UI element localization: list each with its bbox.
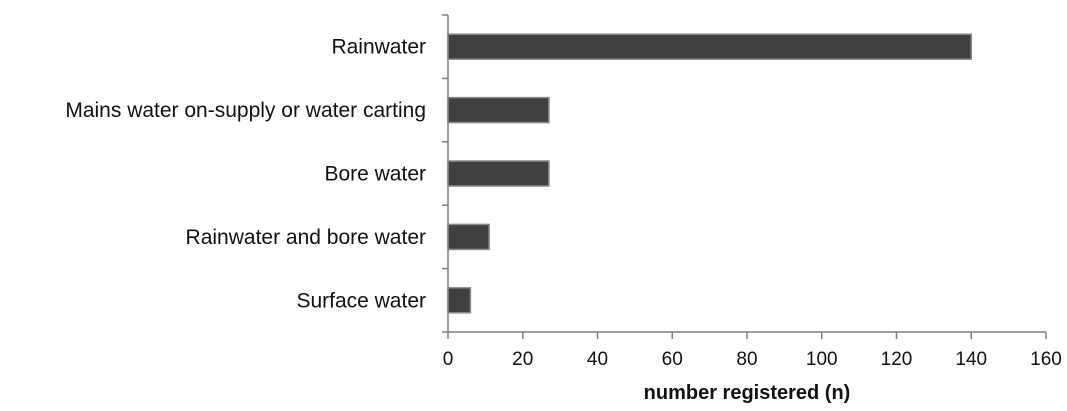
x-tick-label-3: 60 xyxy=(662,349,683,370)
bar-1 xyxy=(447,96,550,124)
x-tick-label-2: 40 xyxy=(587,349,608,370)
x-tick-label-4: 80 xyxy=(736,349,757,370)
x-tick-label-1: 20 xyxy=(512,349,533,370)
category-label-0: Rainwater xyxy=(331,36,426,59)
x-tick-label-0: 0 xyxy=(443,349,454,370)
category-label-3: Rainwater and bore water xyxy=(186,226,426,249)
x-tick-label-5: 100 xyxy=(806,349,838,370)
bar-4 xyxy=(447,287,472,314)
x-axis: 0 20 40 60 80 100 120 140 160 xyxy=(443,331,1062,370)
bars-group xyxy=(447,33,972,314)
x-tick-label-8: 160 xyxy=(1030,349,1062,370)
category-labels: Rainwater Mains water on-supply or water … xyxy=(65,36,426,313)
category-label-2: Bore water xyxy=(324,163,426,186)
category-label-4: Surface water xyxy=(296,289,426,312)
x-tick-label-7: 140 xyxy=(955,349,987,370)
bar-3 xyxy=(447,223,490,251)
x-axis-title: number registered (n) xyxy=(644,382,851,404)
bar-0 xyxy=(447,33,972,60)
y-axis xyxy=(442,14,449,333)
category-label-1: Mains water on-supply or water carting xyxy=(65,99,426,122)
bar-2 xyxy=(447,160,550,187)
x-tick-label-6: 120 xyxy=(881,349,913,370)
